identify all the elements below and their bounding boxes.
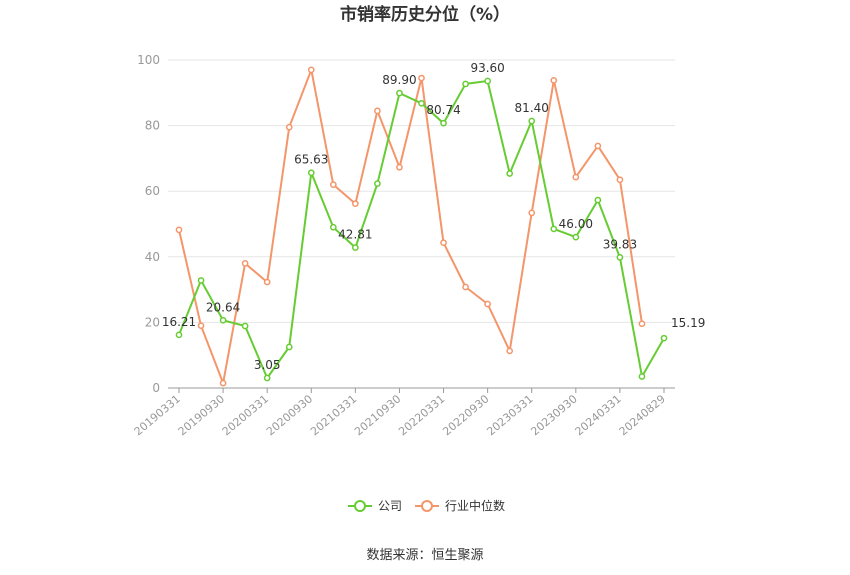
series-1 [175, 66, 646, 387]
data-point [241, 322, 249, 330]
x-tick-label: 20210331 [308, 392, 359, 438]
data-point [263, 278, 271, 286]
data-label: 3.05 [254, 358, 281, 372]
data-label: 15.19 [671, 316, 705, 330]
data-point [440, 119, 447, 127]
data-label: 16.21 [162, 315, 196, 329]
data-point [550, 76, 558, 84]
data-point [506, 347, 514, 355]
x-tick-label: 20230331 [484, 392, 535, 438]
source-note: 数据来源：恒生聚源 [366, 548, 483, 563]
data-labels: 16.21 20.64 3.05 65.63 42.81 89.90 80.74 93.60 8… [162, 61, 706, 372]
axes: 0 20 40 60 80 100 2019033120190930202003312020… [132, 53, 675, 438]
data-point [484, 77, 491, 85]
legend[interactable]: 公司 行业中位数 [348, 498, 505, 513]
data-point [594, 196, 602, 204]
data-point [396, 89, 403, 97]
legend-marker [421, 500, 433, 512]
legend-marker [354, 500, 366, 512]
data-point [175, 331, 183, 339]
legend-item-1[interactable]: 行业中位数 [415, 498, 505, 513]
x-tick-label: 20200331 [220, 392, 271, 438]
legend-item-0[interactable]: 公司 [348, 499, 402, 513]
y-tick-label: 60 [145, 184, 160, 198]
x-tick-label: 20190930 [176, 392, 227, 438]
series-0 [175, 77, 668, 382]
x-tick-label: 20210930 [352, 392, 403, 438]
y-tick-label: 100 [137, 53, 160, 67]
data-point [484, 300, 491, 308]
data-point [352, 200, 359, 208]
data-point [572, 173, 580, 181]
data-point [616, 254, 624, 261]
data-point [462, 80, 469, 88]
series-layer [175, 66, 668, 387]
data-point [462, 283, 469, 291]
data-point [374, 107, 381, 115]
data-point [550, 225, 558, 233]
data-label: 39.83 [603, 237, 637, 251]
data-point [660, 334, 668, 342]
series-line [178, 68, 643, 385]
data-point [285, 343, 293, 351]
data-label: 89.90 [382, 73, 416, 87]
y-tick-label: 0 [152, 381, 160, 395]
data-label: 46.00 [559, 217, 593, 231]
grid [168, 59, 675, 323]
x-tick-label: 20200930 [264, 392, 315, 438]
data-label: 81.40 [515, 101, 549, 115]
data-point [329, 181, 337, 188]
x-tick-label: 20220331 [396, 392, 447, 438]
data-point [263, 374, 271, 382]
data-point [285, 123, 293, 131]
data-label: 80.74 [426, 103, 460, 117]
data-label: 65.63 [294, 153, 328, 167]
data-point [528, 209, 536, 217]
data-point [396, 163, 403, 171]
data-point [418, 74, 425, 82]
x-tick-label: 20230930 [528, 392, 579, 438]
x-tick-label: 20240331 [573, 392, 624, 438]
data-label: 93.60 [470, 61, 504, 75]
legend-label: 行业中位数 [445, 498, 505, 513]
data-point [352, 244, 359, 251]
data-point [307, 66, 315, 74]
data-point [197, 322, 205, 330]
data-point [241, 260, 249, 267]
data-point [418, 99, 425, 107]
y-tick-label: 80 [145, 119, 160, 133]
data-point [307, 169, 315, 177]
x-tick-label: 20190331 [132, 392, 183, 438]
y-tick-label: 40 [145, 250, 160, 264]
data-point [374, 180, 381, 188]
data-point [219, 379, 227, 387]
x-tick-label: 20240829 [617, 392, 668, 438]
data-point [638, 373, 646, 380]
chart-title: 市销率历史分位（%） [340, 4, 510, 25]
data-point [219, 316, 227, 324]
data-label: 42.81 [338, 228, 372, 242]
data-point [440, 239, 447, 247]
data-point [175, 226, 183, 234]
data-point [329, 223, 337, 231]
data-point [572, 233, 580, 241]
legend-label: 公司 [378, 499, 402, 513]
data-point [594, 142, 602, 150]
data-point [528, 117, 536, 125]
y-tick-label: 20 [145, 315, 160, 329]
data-point [197, 277, 205, 284]
data-point [616, 176, 624, 184]
data-point [506, 170, 514, 177]
x-tick-label: 20220930 [440, 392, 491, 438]
data-point [638, 320, 646, 328]
data-label: 20.64 [206, 300, 240, 314]
